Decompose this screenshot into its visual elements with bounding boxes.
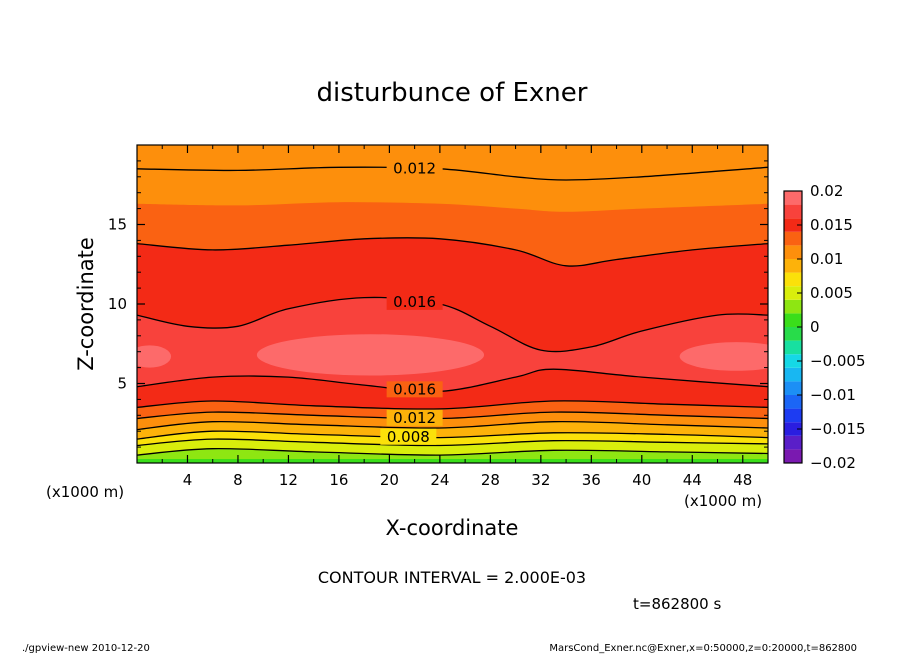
- colorbar-band: [784, 204, 802, 219]
- colorbar-tick-label: −0.015: [810, 420, 866, 438]
- field-core: [256, 334, 485, 376]
- y-tick-label: 5: [117, 375, 127, 393]
- y-tick-label: 15: [108, 216, 127, 234]
- colorbar-band: [784, 408, 802, 423]
- colorbar-band: [784, 435, 802, 450]
- footer-left: ./gpview-new 2010-12-20: [22, 643, 150, 654]
- x-tick-label: 8: [233, 471, 243, 489]
- x-unit-right: (x1000 m): [684, 492, 762, 510]
- colorbar-band: [784, 449, 802, 463]
- x-tick-label: 44: [683, 471, 702, 489]
- colorbar-band: [784, 299, 802, 314]
- time-label: t=862800 s: [633, 595, 721, 613]
- contour-label: 0.016: [393, 293, 436, 311]
- y-axis-label: Z-coordinate: [74, 237, 98, 371]
- field-core: [137, 345, 172, 368]
- contour-label-bg: [386, 293, 443, 310]
- colorbar-tick-label: 0: [810, 318, 820, 336]
- contour-label: 0.016: [393, 380, 436, 398]
- contour-label: 0.008: [387, 428, 430, 446]
- colorbar-band: [784, 313, 802, 327]
- contour-line: [137, 296, 768, 353]
- colorbar-band: [784, 231, 802, 246]
- x-tick-label: 12: [279, 471, 298, 489]
- colorbar-band: [784, 218, 802, 232]
- contour-label-bg: [386, 409, 443, 426]
- x-tick-label: 48: [733, 471, 752, 489]
- colorbar-tick-label: 0.02: [810, 182, 843, 200]
- contour-line: [137, 430, 768, 440]
- contour-line: [137, 420, 768, 431]
- colorbar-band: [784, 367, 802, 382]
- x-tick-label: 32: [531, 471, 550, 489]
- contour-label: 0.012: [393, 159, 436, 177]
- contour-label-bg: [380, 428, 437, 445]
- x-tick-label: 4: [183, 471, 193, 489]
- colorbar-tick-label: 0.005: [810, 284, 853, 302]
- colorbar-tick-label: −0.01: [810, 386, 856, 404]
- x-tick-label: 40: [632, 471, 651, 489]
- x-tick-label: 28: [481, 471, 500, 489]
- contour-line: [137, 400, 768, 410]
- colorbar-band: [784, 422, 802, 436]
- colorbar-tick-label: −0.02: [810, 454, 856, 472]
- contour-label: 0.012: [393, 409, 436, 427]
- contour-line: [137, 166, 768, 181]
- colorbar-band: [784, 395, 802, 409]
- x-tick-label: 16: [329, 471, 348, 489]
- contour-line: [137, 368, 768, 393]
- x-tick-label: 36: [582, 471, 601, 489]
- colorbar-band: [784, 327, 802, 341]
- contour-label-bg: [386, 381, 443, 398]
- footer-right: MarsCond_Exner.nc@Exner,x=0:50000,z=0:20…: [549, 643, 857, 654]
- contour-line: [137, 438, 768, 447]
- colorbar-band: [784, 191, 802, 205]
- field-core: [679, 342, 768, 371]
- contour-label-bg: [386, 160, 443, 177]
- colorbar-band: [784, 381, 802, 395]
- colorbar-tick-label: −0.005: [810, 352, 866, 370]
- field-layer: [137, 145, 768, 463]
- colorbar-band: [784, 354, 802, 368]
- y-tick-label: 10: [108, 295, 127, 313]
- contour-line: [137, 237, 768, 267]
- colorbar-band: [784, 259, 802, 273]
- x-tick-label: 24: [430, 471, 449, 489]
- field-band: [137, 459, 768, 463]
- colorbar-band: [784, 286, 802, 300]
- colorbar-band: [784, 272, 802, 287]
- x-axis-label: X-coordinate: [386, 516, 519, 540]
- chart-title: disturbunce of Exner: [317, 78, 588, 108]
- x-unit-left: (x1000 m): [46, 483, 124, 501]
- colorbar-tick-label: 0.01: [810, 250, 843, 268]
- colorbar-band: [784, 245, 802, 259]
- contour-interval-text: CONTOUR INTERVAL = 2.000E-03: [318, 568, 586, 587]
- x-tick-label: 20: [380, 471, 399, 489]
- colorbar-band: [784, 340, 802, 355]
- colorbar: 0.02 0.015 0.01 0.005 0 −0.005 −0.01 −0.015 −0.0…: [783, 182, 866, 472]
- colorbar-tick-label: 0.015: [810, 216, 853, 234]
